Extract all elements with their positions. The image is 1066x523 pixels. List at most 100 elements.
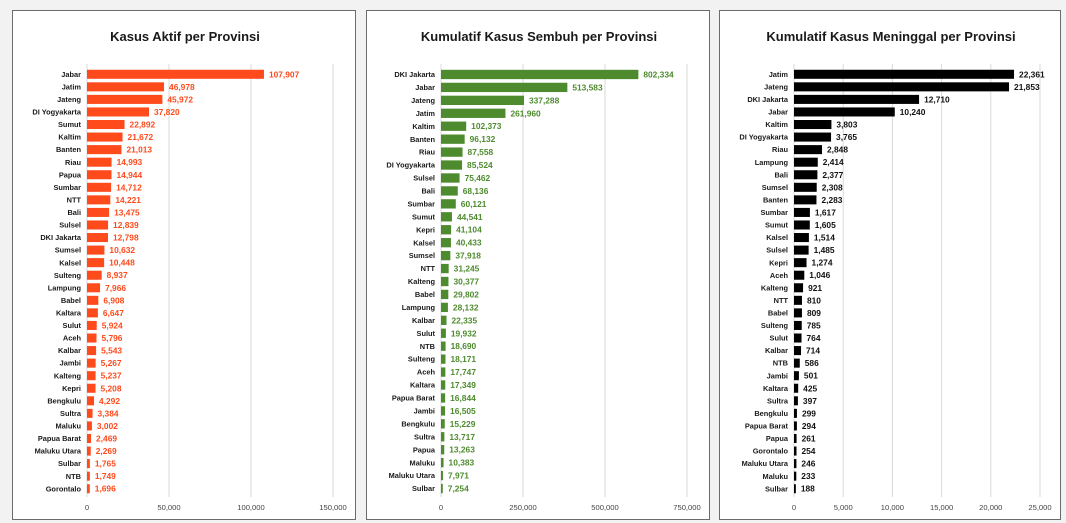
bar <box>794 459 796 468</box>
category-label: DKI Jakarta <box>394 70 436 79</box>
bar <box>794 371 799 380</box>
recovered-cases-chart: Kumulatif Kasus Sembuh per Provinsi 0 250… <box>366 10 710 520</box>
category-label: Kalteng <box>408 277 436 286</box>
bar <box>87 233 108 242</box>
bar <box>87 484 90 493</box>
x-tick-label: 150,000 <box>319 503 346 512</box>
data-label: 14,712 <box>116 182 142 192</box>
category-label: Papua <box>766 434 789 443</box>
category-label: Jatim <box>416 109 436 118</box>
data-label: 12,839 <box>113 220 139 230</box>
bar <box>87 321 97 330</box>
deaths-chart: Kumulatif Kasus Meninggal per Provinsi 0… <box>719 10 1061 520</box>
data-label: 3,384 <box>98 408 119 418</box>
bar <box>441 160 462 169</box>
bar <box>794 472 796 481</box>
bar <box>794 208 810 217</box>
category-label: Papua <box>59 170 82 179</box>
data-label: 1,485 <box>814 245 835 255</box>
data-label: 586 <box>805 358 819 368</box>
category-label: Sulbar <box>58 459 81 468</box>
category-label: Kalsel <box>413 238 435 247</box>
bar <box>87 208 109 217</box>
data-label: 14,944 <box>117 170 143 180</box>
category-label: Kalbar <box>58 346 81 355</box>
bar <box>441 147 463 156</box>
data-label: 810 <box>807 295 821 305</box>
category-label: DI Yogyakarta <box>386 161 435 170</box>
bar <box>441 212 452 221</box>
bar <box>441 264 449 273</box>
category-label: Kalsel <box>766 233 788 242</box>
category-label: Kaltara <box>763 384 789 393</box>
bar <box>794 333 802 342</box>
bar <box>441 367 445 376</box>
bar <box>87 120 125 129</box>
category-label: Jabar <box>415 83 435 92</box>
data-label: 764 <box>807 333 821 343</box>
data-label: 22,892 <box>130 120 156 130</box>
category-label: DI Yogyakarta <box>739 133 788 142</box>
category-label: Riau <box>65 158 82 167</box>
category-label: Sulsel <box>413 174 435 183</box>
bar <box>87 70 264 79</box>
bar <box>441 290 448 299</box>
data-label: 261,960 <box>510 108 541 118</box>
data-label: 714 <box>806 346 820 356</box>
bar <box>87 346 96 355</box>
data-label: 397 <box>803 396 817 406</box>
data-label: 188 <box>801 484 815 494</box>
deaths-title: Kumulatif Kasus Meninggal per Provinsi <box>766 29 1015 44</box>
category-label: Sumsel <box>409 251 435 260</box>
bar <box>441 135 465 144</box>
data-label: 30,377 <box>453 277 479 287</box>
data-label: 1,617 <box>815 207 836 217</box>
bar <box>87 271 102 280</box>
data-label: 18,690 <box>451 341 477 351</box>
category-label: Jabar <box>61 70 81 79</box>
data-label: 1,274 <box>812 258 833 268</box>
bar <box>794 308 802 317</box>
bar <box>794 346 801 355</box>
bar <box>794 359 800 368</box>
category-label: Bali <box>774 170 788 179</box>
bar <box>794 233 809 242</box>
category-label: Sumsel <box>55 246 81 255</box>
bar <box>441 173 460 182</box>
category-label: Sumut <box>412 212 436 221</box>
bar <box>794 484 796 493</box>
data-label: 809 <box>807 308 821 318</box>
bar <box>441 316 446 325</box>
category-label: Lampung <box>755 158 789 167</box>
active-cases-chart: Kasus Aktif per Provinsi 0 50,000 100,000 1… <box>12 10 356 520</box>
category-label: Sultra <box>414 432 436 441</box>
bar <box>794 447 796 456</box>
category-label: Aceh <box>417 368 436 377</box>
bar <box>794 183 817 192</box>
data-label: 21,853 <box>1014 82 1040 92</box>
category-label: Maluku Utara <box>742 459 789 468</box>
bar <box>87 220 108 229</box>
data-label: 6,908 <box>103 295 124 305</box>
data-label: 16,505 <box>450 406 476 416</box>
category-label: Maluku <box>763 472 789 481</box>
data-label: 31,245 <box>454 264 480 274</box>
category-label: Kaltara <box>410 381 436 390</box>
category-label: Jateng <box>764 82 788 91</box>
data-label: 14,221 <box>115 195 141 205</box>
category-label: Kaltim <box>765 120 788 129</box>
data-label: 7,254 <box>448 484 469 494</box>
category-label: DKI Jakarta <box>40 233 82 242</box>
x-tick-label: 0 <box>85 503 89 512</box>
bar <box>794 258 807 267</box>
category-label: Aceh <box>63 334 82 343</box>
data-label: 2,308 <box>822 182 843 192</box>
bar <box>87 195 110 204</box>
category-label: Sulbar <box>765 484 788 493</box>
category-label: Sulteng <box>761 321 789 330</box>
data-label: 13,717 <box>449 432 475 442</box>
category-label: Maluku <box>410 458 436 467</box>
data-label: 4,292 <box>99 396 120 406</box>
bar <box>794 120 831 129</box>
category-label: Papua Barat <box>392 394 436 403</box>
